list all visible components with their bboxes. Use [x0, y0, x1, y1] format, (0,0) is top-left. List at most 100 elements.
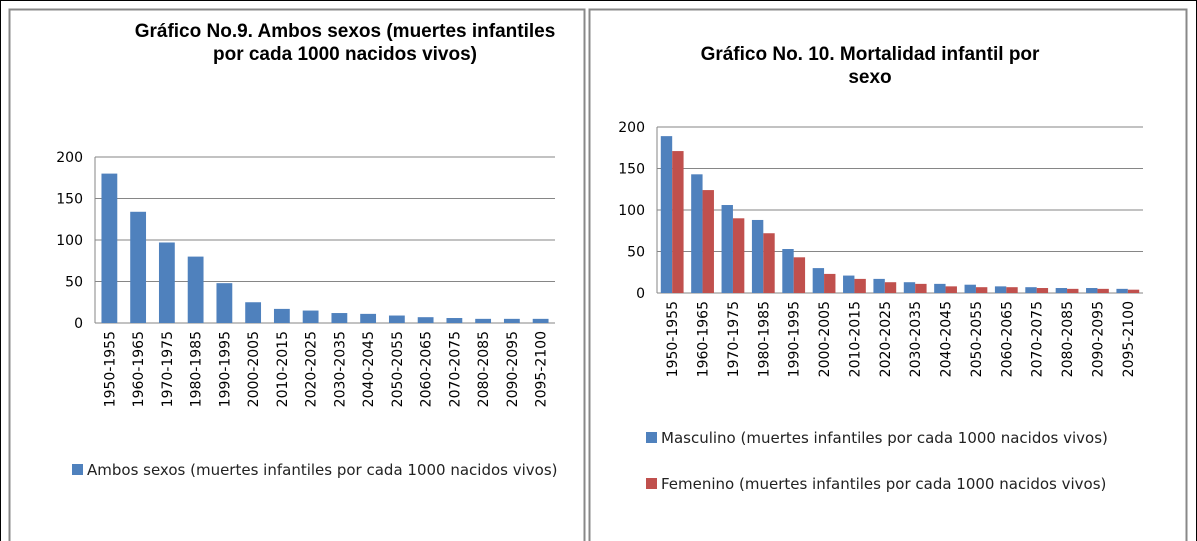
bar	[388, 315, 405, 323]
bar	[446, 318, 463, 323]
bar	[945, 286, 957, 293]
x-tick-label: 1950-1955	[102, 331, 118, 407]
x-tick-label: 2095-2100	[1121, 301, 1137, 377]
bar	[854, 278, 866, 293]
bar	[782, 249, 794, 293]
x-tick-label: 2020-2025	[304, 331, 320, 407]
x-tick-label: 1960-1965	[131, 331, 147, 407]
bar	[1025, 287, 1037, 293]
bar	[884, 282, 897, 293]
bar	[1055, 288, 1068, 293]
panel	[8, 8, 586, 541]
x-tick-label: 1970-1975	[160, 331, 176, 407]
x-tick-label: 2095-2100	[534, 331, 550, 407]
x-tick-label: 2040-2045	[939, 301, 955, 377]
bar	[660, 136, 673, 293]
legend-label: Ambos sexos (muertes infantiles por cada…	[87, 461, 558, 479]
y-tick-label: 150	[56, 192, 83, 208]
x-tick-label: 2090-2095	[1090, 301, 1106, 377]
bar	[702, 190, 714, 293]
bar	[843, 275, 855, 293]
y-tick-label: 0	[636, 286, 645, 302]
bar	[245, 302, 262, 323]
x-tick-label: 2090-2095	[505, 331, 521, 407]
x-tick-label: 2020-2025	[878, 301, 894, 377]
bar	[903, 282, 916, 293]
bar	[763, 233, 775, 293]
legend-label: Masculino (muertes infantiles por cada 1…	[661, 429, 1108, 447]
chart-title: Gráfico No.9. Ambos sexos (muertes infan…	[134, 21, 556, 65]
y-tick-label: 150	[618, 162, 645, 178]
y-tick-label: 100	[56, 233, 83, 249]
bar	[873, 278, 885, 293]
x-tick-label: 1950-1955	[665, 301, 681, 377]
bar	[1127, 289, 1140, 293]
x-tick-label: 2050-2055	[390, 331, 406, 407]
bar	[187, 256, 204, 323]
bar	[158, 242, 175, 323]
bar	[793, 257, 806, 293]
chart-title: Gráfico No. 10. Mortalidad infantil por …	[700, 44, 1040, 88]
bar	[915, 283, 927, 293]
x-tick-label: 1980-1985	[756, 301, 772, 377]
bar	[934, 283, 946, 293]
legend-item: Masculino (muertes infantiles por cada 1…	[646, 427, 1126, 449]
x-tick-label: 2030-2035	[332, 331, 348, 407]
x-tick-label: 2070-2075	[447, 331, 463, 407]
x-tick-label: 2060-2065	[419, 331, 435, 407]
bar	[503, 318, 520, 323]
legend: Masculino (muertes infantiles por cada 1…	[646, 427, 1126, 519]
x-tick-label: 2010-2015	[275, 331, 291, 407]
y-tick-label: 200	[56, 150, 83, 166]
y-tick-label: 100	[618, 203, 645, 219]
bar	[975, 287, 988, 293]
y-tick-label: 50	[65, 275, 83, 291]
x-tick-label: 1980-1985	[189, 331, 205, 407]
legend: Ambos sexos (muertes infantiles por cada…	[72, 459, 562, 505]
bar	[273, 308, 290, 323]
x-tick-label: 2000-2005	[246, 331, 262, 407]
bar	[417, 317, 434, 323]
panel	[588, 8, 1188, 541]
legend-swatch	[72, 464, 83, 475]
bar	[216, 283, 233, 323]
bar	[964, 284, 976, 293]
bar	[1036, 288, 1049, 293]
bar	[812, 268, 825, 293]
bar	[1116, 288, 1128, 293]
bar	[1067, 288, 1079, 293]
x-tick-label: 1990-1995	[787, 301, 803, 377]
x-tick-label: 2080-2085	[1060, 301, 1076, 377]
bar	[130, 211, 147, 323]
bar	[331, 313, 348, 323]
bar	[1097, 288, 1109, 293]
x-tick-label: 2080-2085	[476, 331, 492, 407]
bar	[824, 273, 836, 293]
legend-swatch	[646, 432, 657, 443]
bar	[691, 174, 703, 293]
y-tick-label: 0	[74, 316, 83, 332]
bar	[994, 286, 1007, 293]
x-tick-label: 1990-1995	[217, 331, 233, 407]
x-tick-label: 2030-2035	[908, 301, 924, 377]
x-tick-label: 2000-2005	[817, 301, 833, 377]
bar	[672, 151, 684, 293]
bar	[1006, 287, 1018, 293]
bar	[721, 205, 733, 293]
y-tick-label: 200	[618, 120, 645, 136]
bar	[732, 218, 745, 293]
x-tick-label: 2070-2075	[1030, 301, 1046, 377]
bar	[475, 318, 492, 323]
x-tick-label: 1960-1965	[696, 301, 712, 377]
legend-item: Ambos sexos (muertes infantiles por cada…	[72, 459, 562, 481]
x-tick-label: 2050-2055	[969, 301, 985, 377]
x-tick-label: 2060-2065	[999, 301, 1015, 377]
legend-item: Femenino (muertes infantiles por cada 10…	[646, 473, 1126, 495]
x-tick-label: 2040-2045	[361, 331, 377, 407]
bar	[302, 310, 319, 323]
bar	[360, 313, 377, 323]
bar	[751, 219, 764, 293]
bar	[1086, 288, 1098, 293]
